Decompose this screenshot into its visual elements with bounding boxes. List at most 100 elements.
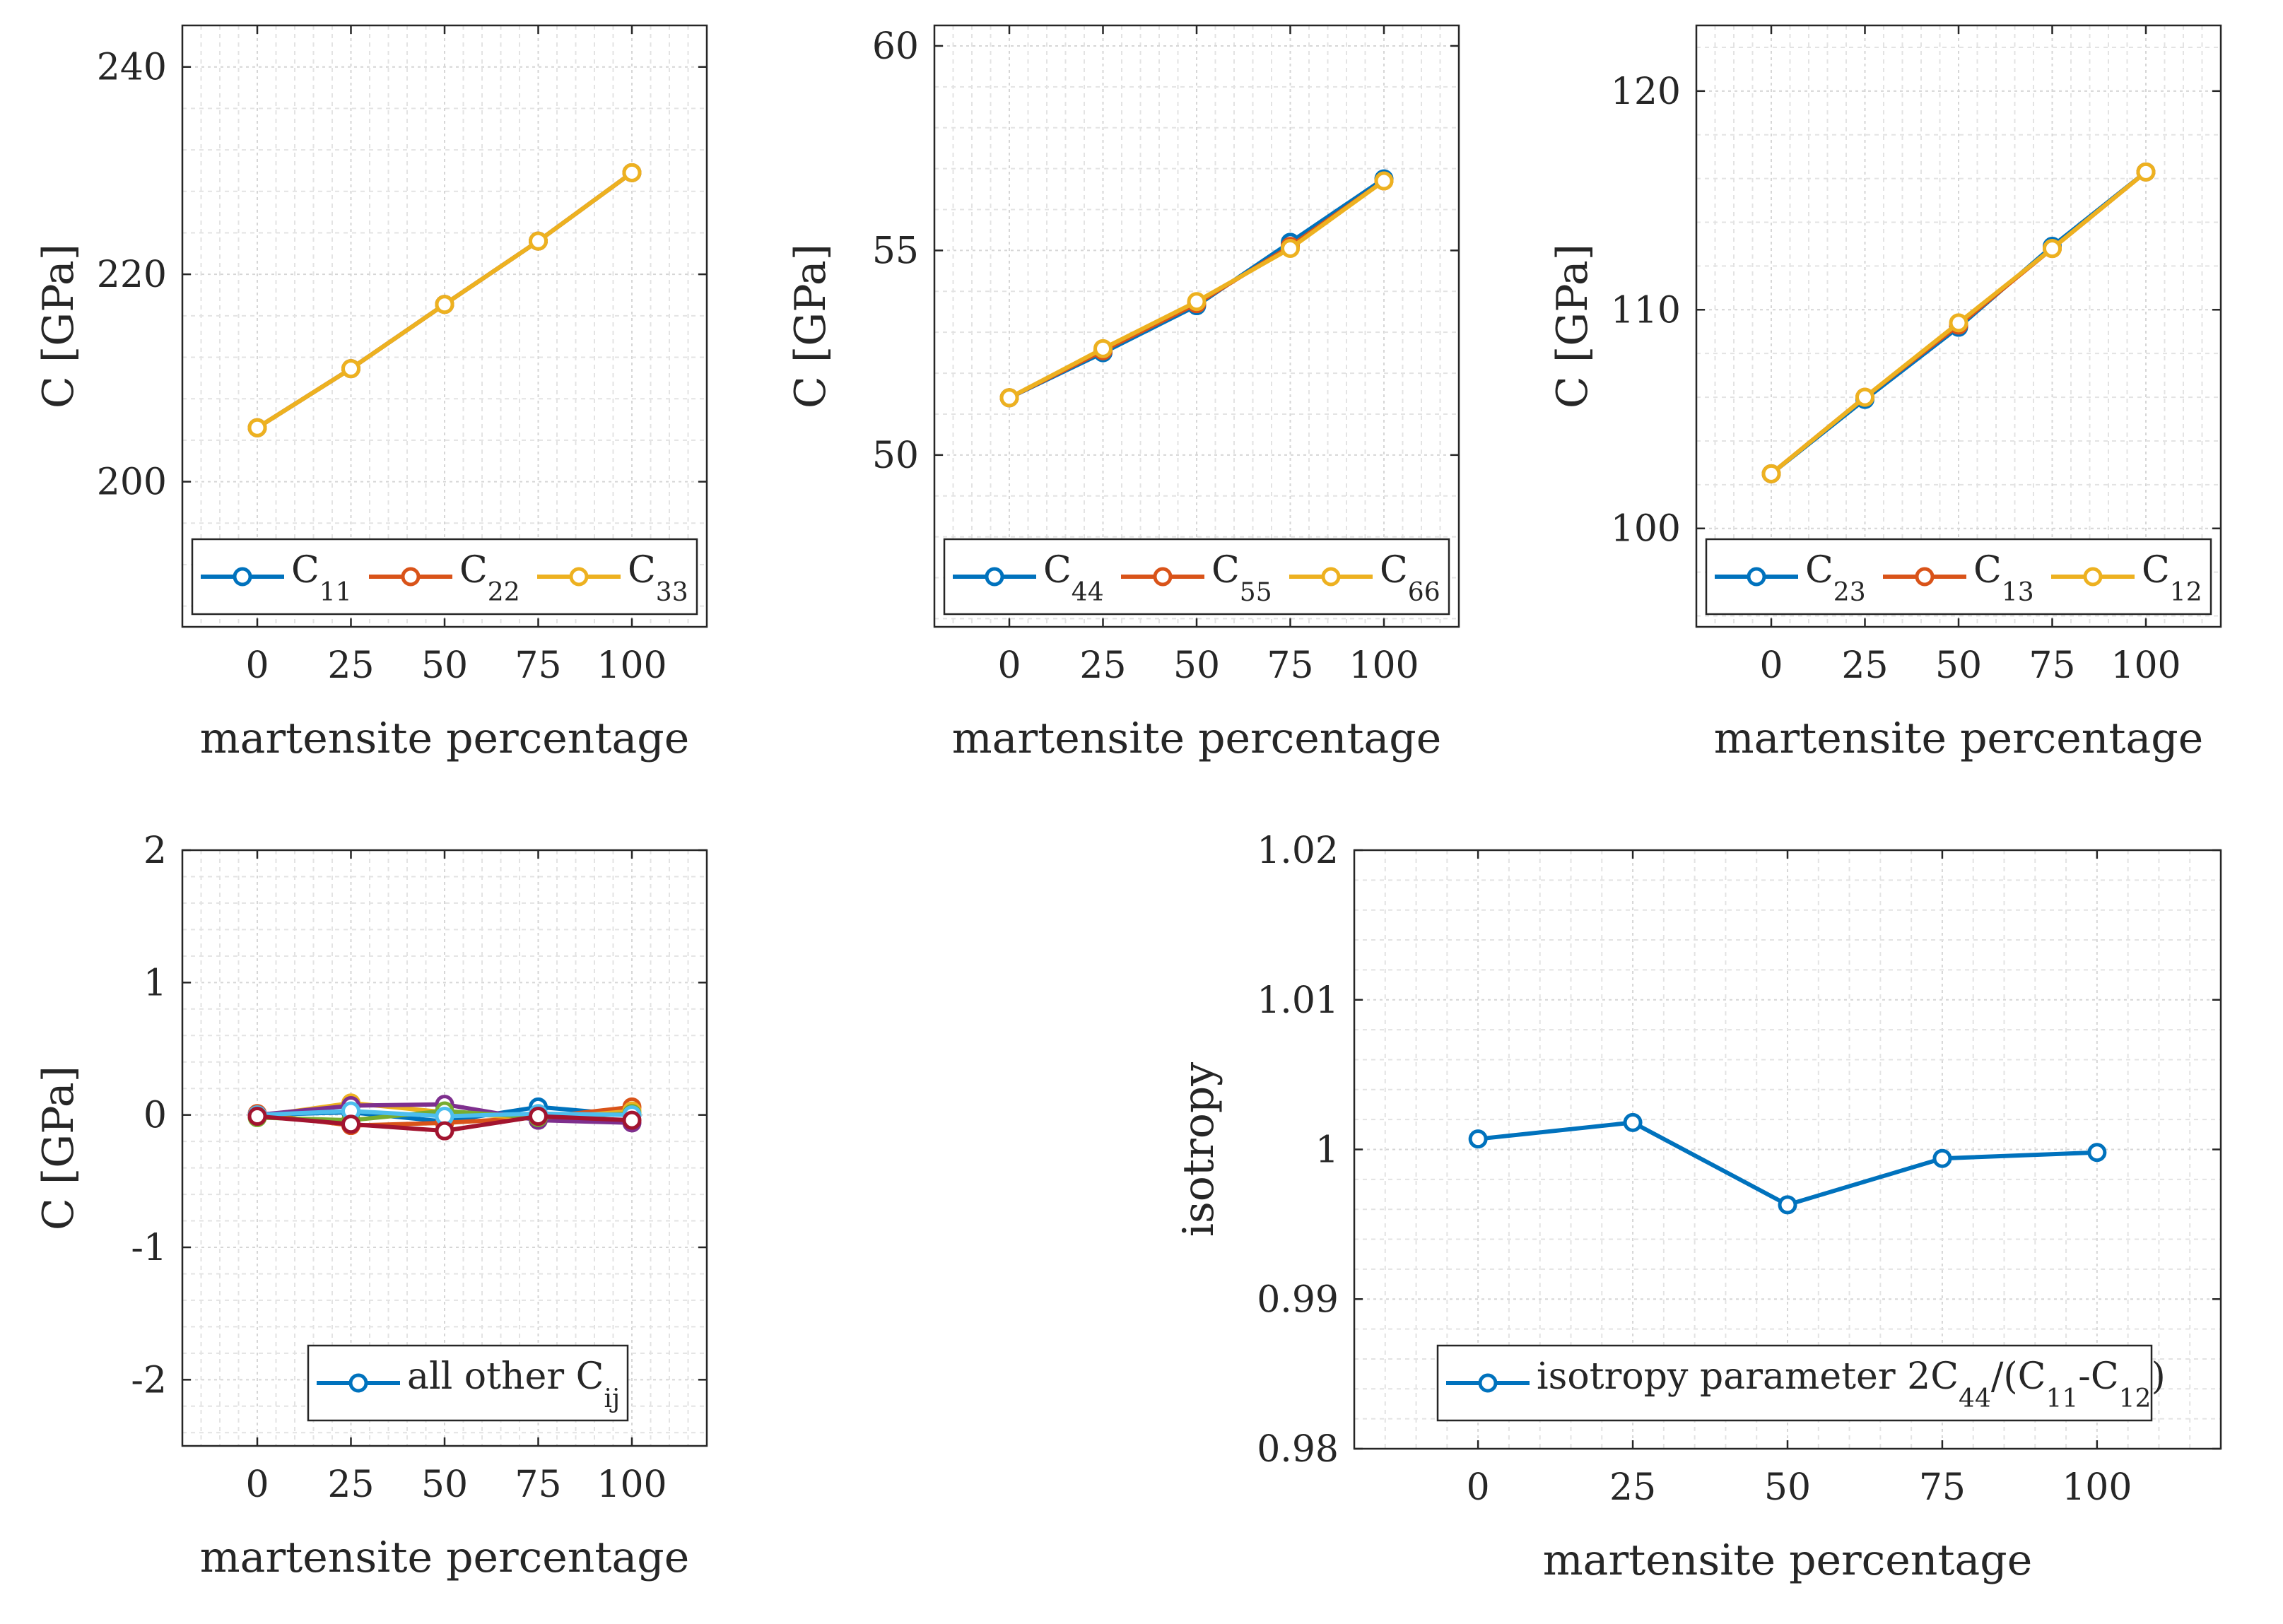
data-point bbox=[247, 1107, 267, 1126]
x-tick-label: 100 bbox=[1349, 645, 1419, 687]
y-axis-label: C [GPa] bbox=[34, 1066, 83, 1230]
data-point bbox=[1623, 1112, 1643, 1132]
legend-marker bbox=[569, 567, 589, 587]
data-point bbox=[2043, 239, 2062, 259]
data-point bbox=[622, 163, 642, 182]
y-axis-label: C [GPa] bbox=[786, 244, 835, 408]
y-tick-label: 200 bbox=[97, 461, 167, 504]
plot-area-others bbox=[247, 1093, 642, 1141]
chart-isotropy: 0 25 50 75 100 0.98 0.99 1 1.01 1.02 martensite pe… bbox=[1174, 830, 2222, 1585]
grid-normal bbox=[182, 25, 708, 627]
x-tick-label: 0 bbox=[997, 645, 1021, 687]
legend-others: all other Cij bbox=[307, 1344, 629, 1422]
y-axis-label: isotropy bbox=[1174, 1062, 1223, 1237]
x-tick-label: 100 bbox=[597, 1464, 667, 1506]
legend-label: C66 bbox=[1380, 549, 1440, 607]
data-point bbox=[1855, 387, 1874, 407]
y-tick-label: -2 bbox=[131, 1359, 167, 1401]
legend-box bbox=[1436, 1344, 2153, 1422]
legend-marker bbox=[401, 567, 421, 587]
y-tick-label: 0.99 bbox=[1257, 1278, 1339, 1321]
data-point bbox=[247, 418, 267, 437]
legend-label: all other Cij bbox=[407, 1355, 620, 1413]
legend-marker bbox=[2083, 567, 2103, 587]
data-point bbox=[1093, 339, 1113, 358]
y-tick-label: 1.02 bbox=[1257, 830, 1339, 872]
data-point bbox=[435, 295, 454, 314]
y-tick-label: 100 bbox=[1611, 508, 1681, 551]
legend-label: C44 bbox=[1043, 549, 1104, 607]
chart-normal: 0 25 50 75 100 200 220 240 martensite percentage… bbox=[34, 24, 708, 763]
y-axis-label: C [GPa] bbox=[34, 244, 83, 408]
x-tick-label: 50 bbox=[1173, 645, 1220, 687]
x-tick-label: 25 bbox=[1079, 645, 1126, 687]
x-tick-label: 50 bbox=[421, 1464, 468, 1506]
chart-shear: 0 25 50 75 100 50 55 60 martensite percentage C [… bbox=[786, 24, 1460, 763]
plot-area-normal bbox=[247, 163, 642, 437]
plot-area-offdiag bbox=[1761, 162, 2156, 483]
data-point bbox=[2087, 1143, 2107, 1163]
x-axis-label: martensite percentage bbox=[1543, 1536, 2032, 1585]
legend-marker bbox=[1321, 567, 1341, 587]
x-tick-label: 75 bbox=[515, 1464, 561, 1506]
data-point bbox=[1374, 171, 1394, 191]
legend-marker bbox=[1747, 567, 1766, 587]
data-point bbox=[529, 231, 548, 251]
x-axis-label: martensite percentage bbox=[1714, 714, 2203, 763]
data-point bbox=[341, 1114, 360, 1134]
x-tick-label: 25 bbox=[327, 1464, 374, 1506]
legend-box bbox=[307, 1344, 629, 1422]
data-point bbox=[529, 1107, 548, 1126]
x-tick-label: 75 bbox=[515, 645, 561, 687]
legend-label: C22 bbox=[459, 549, 520, 607]
legend-normal: C11 C22 C33 bbox=[191, 538, 698, 616]
y-tick-label: 50 bbox=[872, 435, 919, 477]
y-tick-label: 120 bbox=[1611, 71, 1681, 113]
y-tick-label: 1 bbox=[143, 962, 167, 1004]
data-point bbox=[1761, 464, 1781, 483]
y-tick-label: 240 bbox=[97, 47, 167, 89]
x-tick-label: 100 bbox=[2111, 645, 2181, 687]
plot-area-isotropy bbox=[1468, 1112, 2107, 1215]
legend-marker bbox=[1915, 567, 1935, 587]
data-point bbox=[2136, 162, 2156, 182]
legend-marker bbox=[1478, 1373, 1498, 1393]
x-tick-label: 0 bbox=[1759, 645, 1783, 687]
x-axis-label: martensite percentage bbox=[200, 714, 689, 763]
x-axis-label: martensite percentage bbox=[200, 1533, 689, 1582]
y-tick-label: 110 bbox=[1611, 289, 1681, 331]
legend-label: C11 bbox=[291, 549, 352, 607]
legend-marker bbox=[1153, 567, 1173, 587]
legend-label: C33 bbox=[628, 549, 688, 607]
data-point bbox=[1949, 313, 1968, 333]
y-tick-label: 1.01 bbox=[1257, 979, 1339, 1022]
x-tick-label: 25 bbox=[1841, 645, 1888, 687]
data-point bbox=[1187, 292, 1207, 312]
data-point bbox=[622, 1110, 642, 1130]
legend-label: C12 bbox=[2142, 549, 2202, 607]
data-point bbox=[341, 359, 360, 379]
x-tick-label: 75 bbox=[1267, 645, 1313, 687]
x-tick-label: 0 bbox=[1467, 1466, 1490, 1509]
chart-offdiag: 0 25 50 75 100 100 110 120 martensite percentage… bbox=[1548, 24, 2222, 763]
x-tick-label: 100 bbox=[2062, 1466, 2132, 1509]
y-tick-label: 0 bbox=[143, 1095, 167, 1137]
legend-marker bbox=[348, 1373, 368, 1393]
x-tick-label: 100 bbox=[597, 645, 667, 687]
legend-label: isotropy parameter 2C44/(C11-C12) bbox=[1537, 1355, 2166, 1413]
y-tick-label: 2 bbox=[143, 830, 167, 872]
legend-marker bbox=[985, 567, 1004, 587]
plot-area-shear bbox=[999, 169, 1394, 408]
y-tick-label: 220 bbox=[97, 254, 167, 296]
data-point bbox=[999, 388, 1019, 408]
x-axis-label: martensite percentage bbox=[952, 714, 1441, 763]
grid-shear bbox=[934, 25, 1460, 627]
y-tick-label: 1 bbox=[1315, 1129, 1339, 1172]
x-tick-label: 25 bbox=[327, 645, 374, 687]
y-tick-label: 55 bbox=[872, 230, 919, 272]
x-tick-label: 75 bbox=[2029, 645, 2075, 687]
data-point bbox=[1468, 1129, 1488, 1149]
data-point bbox=[1932, 1148, 1952, 1168]
data-point bbox=[1778, 1195, 1797, 1215]
